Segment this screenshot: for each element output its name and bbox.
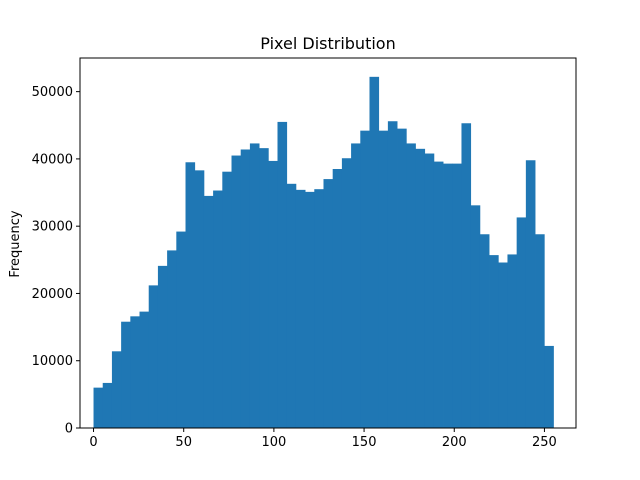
y-tick-label: 20000 [32, 287, 73, 302]
histogram-bar [544, 345, 554, 428]
histogram-bar [148, 285, 159, 428]
histogram-bar [452, 163, 462, 429]
histogram-bar [93, 387, 104, 428]
histogram-bar [111, 351, 122, 428]
histogram-bar [323, 179, 334, 428]
histogram-bar [213, 190, 223, 428]
x-tick-label: 100 [261, 435, 286, 450]
x-axis-ticks: 0 50 100 150 200 250 [89, 428, 557, 450]
histogram-bar [397, 128, 407, 429]
histogram-bar [259, 148, 269, 429]
histogram-bar [351, 143, 361, 428]
chart-title: Pixel Distribution [260, 34, 395, 53]
x-tick-label: 200 [442, 435, 467, 450]
histogram-bar [240, 149, 251, 428]
y-tick-label: 40000 [32, 152, 73, 167]
y-tick-label: 10000 [32, 354, 73, 369]
histogram-bar [360, 130, 370, 428]
histogram-bar [185, 162, 196, 429]
histogram-bar [507, 254, 518, 428]
histogram-bar [443, 163, 453, 429]
histogram-bar [249, 143, 260, 428]
x-tick-label: 50 [175, 435, 192, 450]
histogram-bar [406, 143, 416, 428]
x-tick-label: 150 [352, 435, 377, 450]
bars-group [93, 76, 554, 429]
histogram-bar [231, 155, 242, 428]
histogram-bar [102, 382, 113, 428]
histogram-bar [121, 321, 131, 428]
histogram-bar [203, 195, 214, 428]
histogram-bar [157, 265, 168, 428]
y-axis-label: Frequency [8, 210, 23, 277]
y-tick-label: 50000 [32, 85, 73, 100]
histogram-bar [305, 191, 315, 428]
plot-area-frame [79, 57, 577, 429]
histogram-bar [222, 171, 232, 428]
histogram-bar [461, 123, 472, 428]
histogram-bar [433, 161, 444, 428]
histogram-bar [415, 148, 426, 428]
histogram-bar [387, 121, 398, 429]
histogram-bar [139, 311, 150, 428]
histogram-bar [424, 153, 435, 428]
histogram-bar [194, 170, 205, 428]
y-tick-label: 30000 [32, 220, 73, 235]
histogram-bar [369, 76, 380, 428]
x-tick-label: 0 [89, 435, 97, 450]
histogram-bar [167, 250, 177, 428]
histogram-bar [314, 189, 324, 428]
histogram-bar [341, 158, 352, 428]
histogram-bar [525, 160, 536, 428]
histogram-bar [535, 234, 545, 428]
y-tick-label: 0 [65, 422, 73, 437]
histogram-bar [295, 189, 306, 428]
histogram-bar [286, 183, 297, 428]
histogram-bar [277, 121, 288, 428]
histogram-bar [378, 130, 389, 428]
y-axis-ticks: 0 10000 20000 30000 40000 50000 [32, 85, 80, 437]
histogram-bar [332, 169, 343, 428]
x-tick-label: 250 [532, 435, 557, 450]
histogram-bar [176, 231, 186, 428]
histogram-bar [479, 234, 490, 428]
histogram-bar [470, 205, 481, 428]
histogram-bar [498, 262, 508, 428]
histogram-bar [489, 255, 499, 428]
histogram-bar [130, 316, 140, 428]
histogram-bar [268, 160, 278, 428]
histogram-bar [516, 217, 527, 428]
